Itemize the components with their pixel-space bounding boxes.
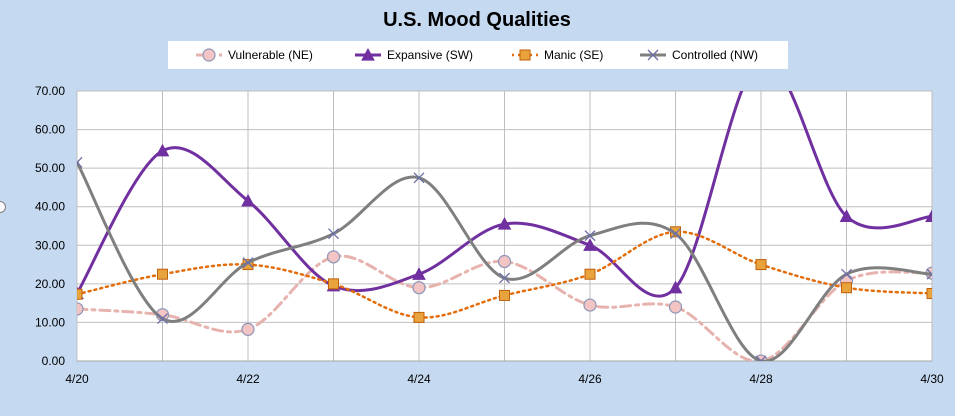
data-point-square	[157, 268, 168, 280]
data-point-circle	[668, 300, 683, 314]
series-vulnerable	[77, 250, 932, 361]
data-point-x	[499, 272, 510, 284]
legend-label: Vulnerable (NE)	[228, 48, 313, 62]
data-point-square	[77, 288, 83, 300]
data-point-triangle	[925, 209, 932, 222]
data-point-circle	[326, 250, 341, 264]
data-point-x-stroke	[755, 355, 762, 361]
axes: 0.00 10.00 20.00 30.00 40.00 50.00 60.00 70.00 4…	[35, 84, 944, 386]
series-manic	[77, 226, 932, 323]
series-line	[77, 160, 932, 361]
legend-item: Manic (SE)	[512, 48, 603, 62]
data-point-x	[242, 257, 254, 269]
legend-item: Controlled (NW)	[640, 48, 758, 62]
data-point-triangle	[241, 193, 255, 207]
y-tick-label: 20.00	[35, 277, 65, 291]
data-point-x	[413, 172, 425, 184]
data-point-x-stroke	[647, 49, 659, 61]
data-point-x-stroke	[499, 272, 510, 284]
data-point-circle	[412, 281, 426, 295]
series-controlled	[77, 156, 932, 361]
data-point-circle	[77, 302, 84, 316]
data-point-x-stroke	[157, 313, 168, 325]
data-point-triangle	[155, 143, 170, 157]
chart-title: U.S. Mood Qualities	[383, 9, 571, 31]
data-point-x	[670, 228, 681, 240]
x-tick-label: 4/28	[749, 372, 773, 386]
legend-label: Expansive (SW)	[387, 48, 473, 62]
data-point-x-stroke	[584, 230, 596, 242]
y-tick-label: 10.00	[35, 315, 65, 329]
data-point-triangle	[839, 209, 854, 222]
y-tick-label: 30.00	[35, 238, 65, 252]
data-point-x-stroke	[242, 257, 254, 269]
y-tick-label: 70.00	[35, 84, 65, 98]
data-point-x-stroke	[841, 268, 852, 280]
data-point-x	[926, 268, 932, 280]
legend: Vulnerable (NE) Expansive (SW) Manic (SE) C…	[196, 47, 758, 62]
data-point-triangle	[583, 238, 597, 251]
y-tick-label: 50.00	[35, 161, 65, 175]
data-point-square	[499, 289, 510, 301]
data-point-x	[157, 313, 168, 325]
series-layer	[77, 91, 932, 361]
data-point-x-stroke	[760, 355, 767, 361]
data-point-square	[926, 288, 932, 299]
data-point-square	[755, 259, 767, 271]
x-tick-label: 4/22	[236, 372, 260, 386]
data-point-square	[584, 268, 596, 280]
data-point-triangle	[497, 217, 512, 230]
legend-marker-triangle	[361, 47, 375, 61]
data-point-x-stroke	[926, 273, 932, 280]
data-point-x-stroke	[328, 228, 339, 240]
x-tick-label: 4/30	[920, 372, 944, 386]
data-point-x-stroke	[670, 228, 681, 240]
data-point-x	[328, 228, 339, 240]
data-point-circle	[583, 298, 597, 312]
data-point-x-stroke	[77, 161, 83, 168]
data-point-triangle	[668, 280, 683, 294]
data-point-x	[755, 355, 767, 361]
data-point-x	[77, 156, 83, 168]
data-point-x-stroke	[77, 156, 83, 164]
series-line	[77, 91, 932, 298]
data-point-square	[328, 278, 339, 290]
x-tick-label: 4/20	[65, 372, 89, 386]
gridlines	[76, 90, 933, 362]
legend-item: Vulnerable (NE)	[196, 48, 313, 62]
data-point-triangle	[412, 267, 426, 280]
data-point-circle	[241, 322, 255, 336]
y-tick-label: 0.00	[42, 354, 66, 368]
legend-item: Expansive (SW)	[355, 47, 473, 62]
y-tick-label: 40.00	[35, 200, 65, 214]
data-point-x	[584, 230, 596, 242]
legend-label: Manic (SE)	[544, 48, 603, 62]
x-tick-label: 4/24	[407, 372, 431, 386]
x-tick-label: 4/26	[578, 372, 602, 386]
data-point-square	[413, 311, 425, 323]
legend-marker-circle	[202, 48, 216, 62]
legend-label: Controlled (NW)	[672, 48, 758, 62]
legend-marker-x	[647, 49, 659, 61]
y-tick-label: 60.00	[35, 123, 65, 137]
legend-box	[168, 41, 788, 69]
data-point-circle	[497, 254, 512, 269]
data-point-square	[841, 282, 852, 294]
data-point-x	[841, 268, 852, 280]
data-point-x-stroke	[926, 268, 932, 276]
legend-marker-square	[519, 49, 531, 61]
data-point-x-stroke	[413, 172, 425, 184]
